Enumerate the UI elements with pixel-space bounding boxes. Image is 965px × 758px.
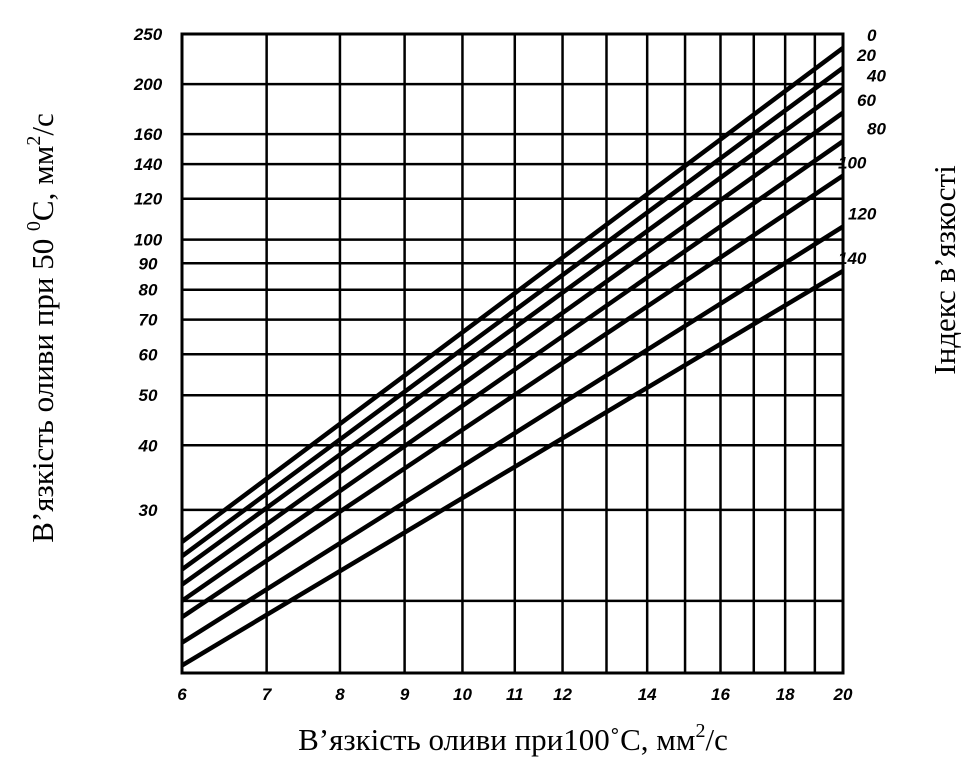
series-line-120 xyxy=(180,224,845,645)
series-line-60 xyxy=(180,110,845,587)
y-axis-title-text: В’язкість оливи при 50 xyxy=(25,231,60,543)
y-tick-label: 70 xyxy=(139,311,158,330)
y-tick-label: 250 xyxy=(133,25,163,44)
x-tick-label: 8 xyxy=(335,685,345,704)
y-tick-label: 200 xyxy=(133,75,163,94)
y-axis-title-suffix: /с xyxy=(25,113,60,135)
x-tick-label: 7 xyxy=(262,685,273,704)
y-axis-title-sup2: 2 xyxy=(23,136,45,146)
x-tick-label: 12 xyxy=(553,685,572,704)
series-label-20: 20 xyxy=(856,46,876,65)
y-tick-label: 160 xyxy=(134,125,163,144)
y-tick-label: 140 xyxy=(134,155,163,174)
y-axis-title-sup1: 0 xyxy=(23,221,45,231)
series-line-40 xyxy=(180,86,845,572)
y-tick-label: 50 xyxy=(139,386,158,405)
series-label-80: 80 xyxy=(867,119,886,138)
y-tick-label: 100 xyxy=(134,231,163,250)
series-label-120: 120 xyxy=(848,205,877,224)
x-axis-title-suffix: /с xyxy=(706,722,728,757)
y-tick-label: 120 xyxy=(134,190,163,209)
series-label-60: 60 xyxy=(857,91,876,110)
series-line-140 xyxy=(180,268,845,668)
plot-frame xyxy=(180,32,845,675)
x-tick-label: 14 xyxy=(638,685,657,704)
y-tick-label: 30 xyxy=(139,501,158,520)
y-axis-title-group: В’язкість оливи при 50 0С, мм2/с xyxy=(23,113,60,542)
x-tick-label: 10 xyxy=(453,685,472,704)
x-axis-title: В’язкість оливи при100˚С, мм2/с xyxy=(298,720,728,757)
x-tick-label: 18 xyxy=(776,685,795,704)
x-axis-title-sup: 2 xyxy=(696,720,706,742)
x-tick-label: 20 xyxy=(833,685,853,704)
x-tick-label: 11 xyxy=(506,685,524,704)
x-tick-labels: 6 7 8 9 10 11 12 14 16 18 20 xyxy=(177,685,853,704)
series-line-0 xyxy=(180,46,845,544)
y-tick-label: 90 xyxy=(139,254,158,273)
series-line-80 xyxy=(180,139,845,603)
series-line-20 xyxy=(180,66,845,559)
series-line-100 xyxy=(180,173,845,619)
right-axis-title: Індекс в’язкості xyxy=(927,165,962,375)
x-tick-label: 16 xyxy=(711,685,730,704)
grid xyxy=(180,32,845,673)
series-label-140: 140 xyxy=(838,249,867,268)
y-tick-label: 60 xyxy=(139,345,158,364)
y-axis-title: В’язкість оливи при 50 0С, мм2/с xyxy=(23,113,60,542)
series-label-0: 0 xyxy=(867,26,877,45)
series-lines xyxy=(180,46,845,668)
right-axis-title-group: Індекс в’язкості xyxy=(927,165,962,375)
y-tick-label: 40 xyxy=(138,436,158,455)
series-label-40: 40 xyxy=(866,67,886,86)
x-tick-label: 9 xyxy=(400,685,410,704)
series-label-100: 100 xyxy=(838,154,867,173)
x-axis-title-text: В’язкість оливи при100˚С, мм xyxy=(298,722,695,757)
y-tick-label: 80 xyxy=(139,281,158,300)
y-tick-labels: 250 200 160 140 120 100 90 80 70 60 50 40 30 xyxy=(133,25,163,520)
y-axis-title-mid: С, мм xyxy=(25,146,60,221)
x-tick-label: 6 xyxy=(177,685,187,704)
